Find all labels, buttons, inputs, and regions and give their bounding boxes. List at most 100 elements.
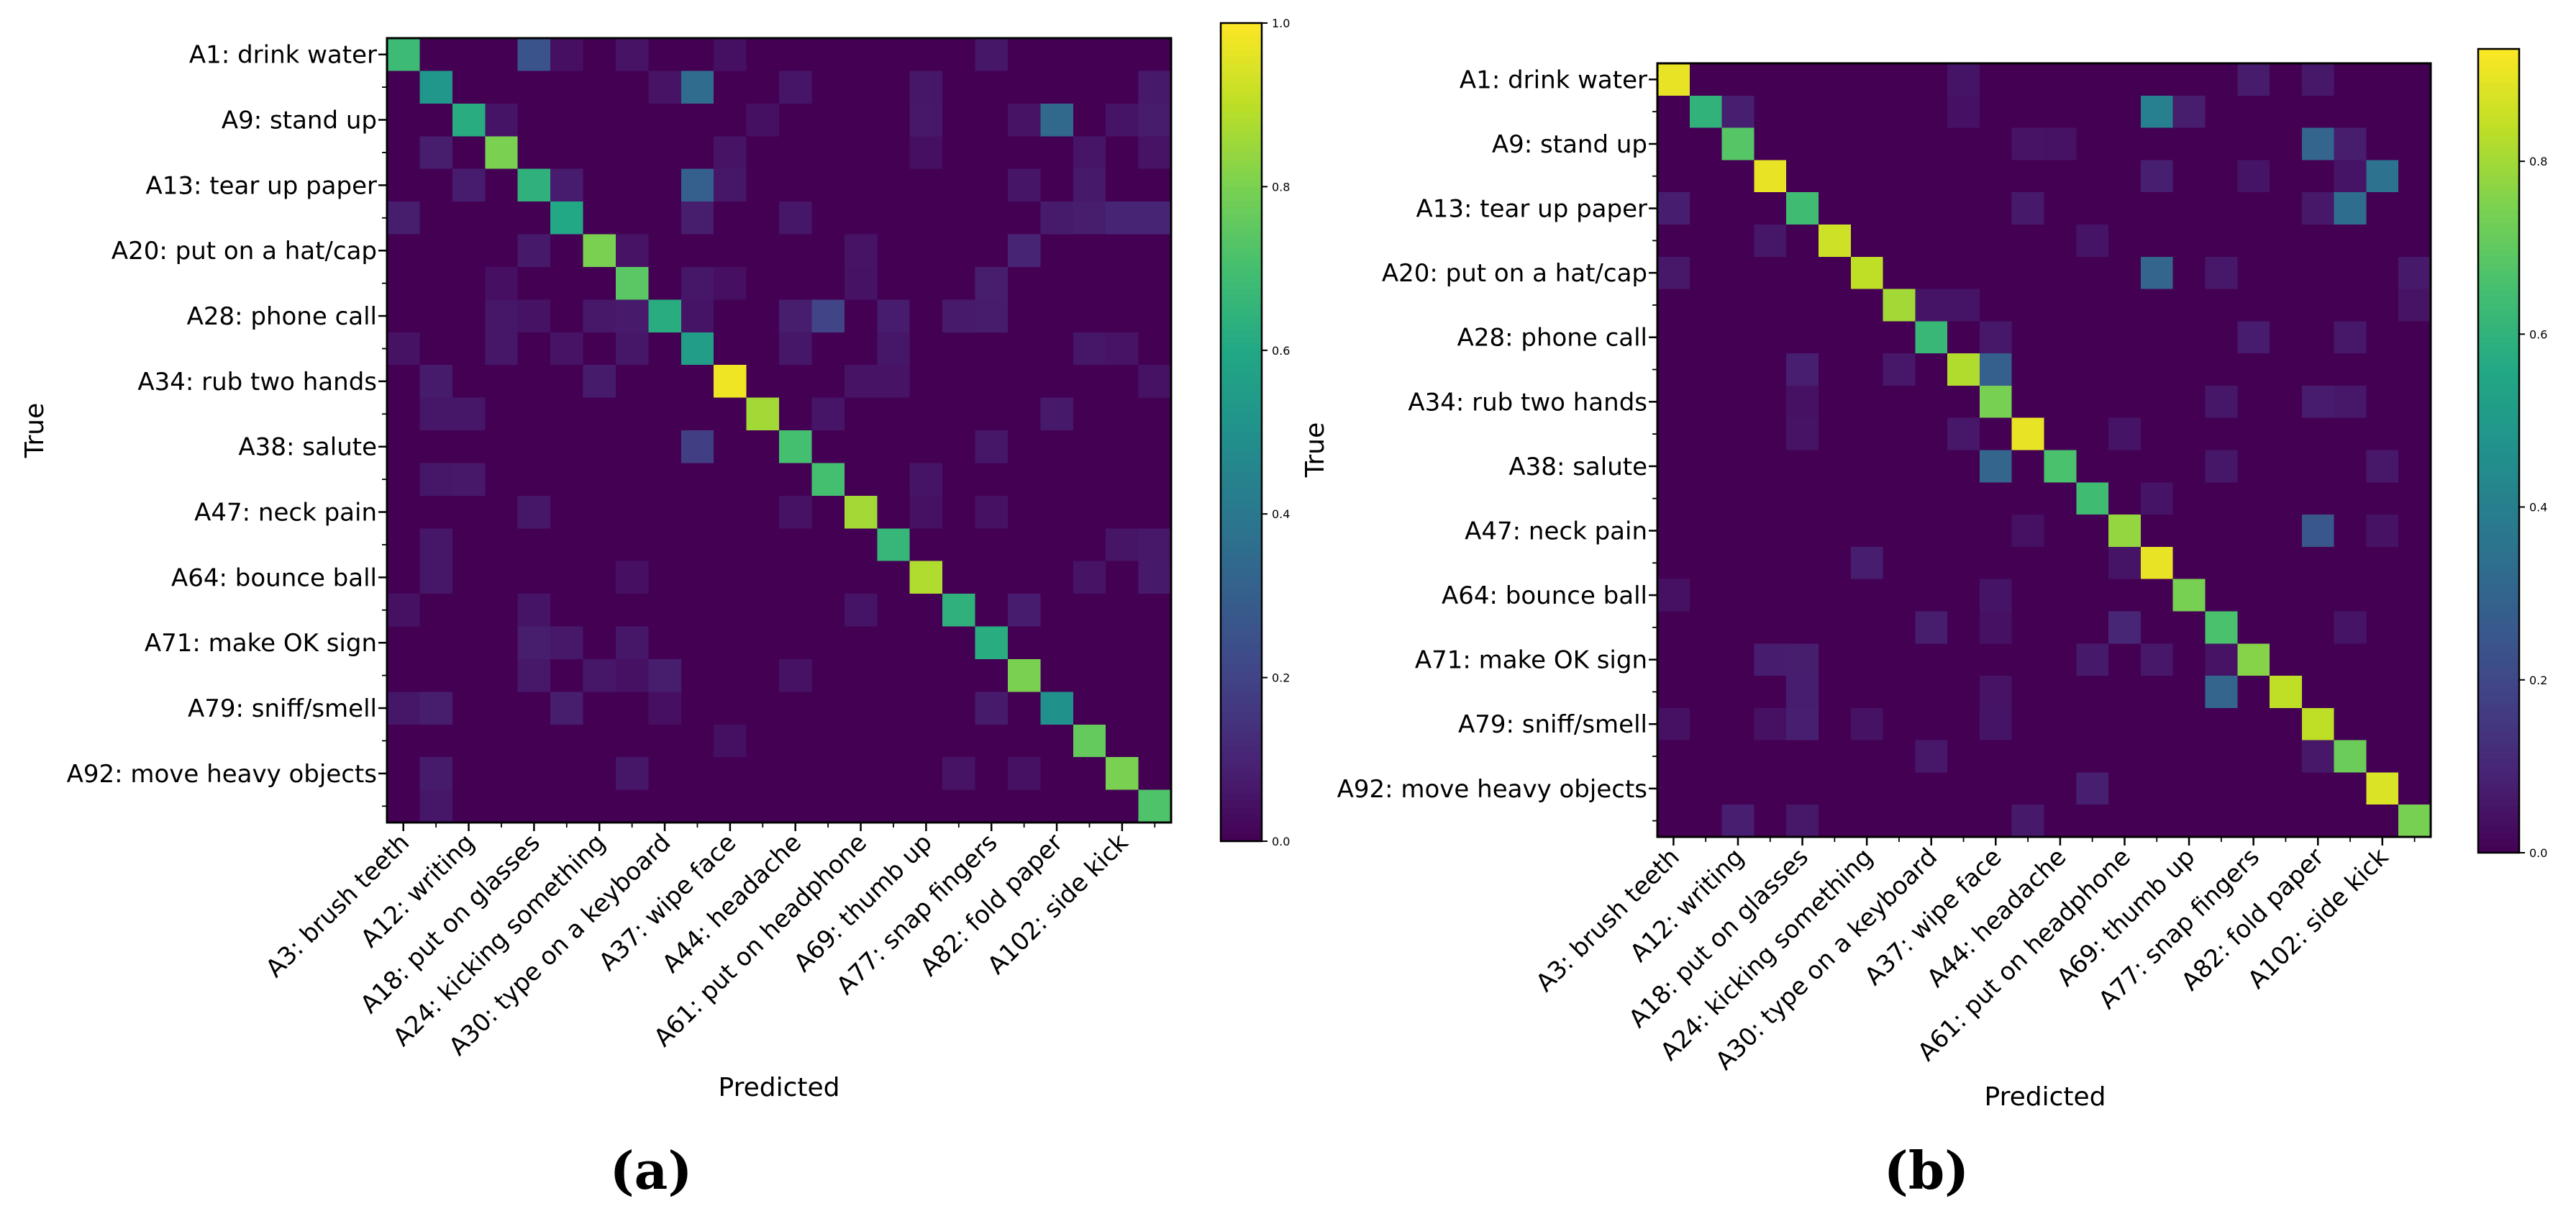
heatmap-cell-b (2398, 321, 2431, 354)
heatmap-cell-a (877, 168, 911, 202)
heatmap-cell-a (387, 594, 421, 627)
heatmap-cell-b (1915, 127, 1948, 160)
heatmap-cell-a (942, 658, 976, 692)
heatmap-cell-b (2205, 353, 2238, 386)
heatmap-cell-a (517, 463, 551, 497)
colorbar-strip-a (1221, 541, 1262, 549)
heatmap-cell-b (2140, 805, 2174, 838)
heatmap-cell-a (452, 365, 486, 399)
heatmap-cell-a (550, 430, 584, 464)
heatmap-cell-b (1979, 611, 2013, 644)
heatmap-cell-b (2076, 676, 2109, 709)
colorbar-strip-a (1221, 520, 1262, 528)
heatmap-cell-a (419, 397, 453, 431)
heatmap-cell-a (648, 658, 682, 692)
heatmap-cell-b (2398, 676, 2431, 709)
heatmap-cell-a (779, 168, 813, 202)
y-axis-title-a: True (20, 403, 50, 458)
heatmap-cell-a (1040, 168, 1074, 202)
heatmap-cell-b (1657, 192, 1690, 225)
heatmap-cell-a (387, 658, 421, 692)
heatmap-cell-a (779, 71, 813, 104)
heatmap-cell-b (1689, 579, 1723, 612)
heatmap-cell-b (1947, 805, 1980, 838)
colorbar-strip-b (2478, 772, 2519, 780)
heatmap-cell-b (2237, 95, 2270, 129)
heatmap-cell-b (2301, 256, 2335, 290)
colorbar-strip-a (1221, 227, 1262, 235)
heatmap-cell-a (1040, 495, 1074, 529)
heatmap-cell-a (1073, 397, 1106, 431)
heatmap-cell-b (2366, 289, 2399, 322)
colorbar-strip-a (1221, 425, 1262, 433)
heatmap-cell-b (2076, 95, 2109, 129)
heatmap-cell-a (452, 299, 486, 333)
heatmap-cell-a (844, 136, 878, 170)
heatmap-cell-a (1106, 201, 1139, 235)
heatmap-cell-b (2011, 482, 2045, 515)
heatmap-cell-b (2076, 643, 2109, 676)
heatmap-cell-a (1138, 430, 1172, 464)
heatmap-cell-b (2270, 256, 2303, 290)
heatmap-cell-b (1883, 160, 1916, 193)
colorbar-strip-b (2478, 511, 2519, 519)
colorbar-b: 0.0 0.2 0.4 0.6 0.8 (2477, 47, 2547, 860)
heatmap-cell-a (714, 430, 747, 464)
heatmap-cell-a (877, 430, 911, 464)
heatmap-cell-a (779, 430, 813, 464)
heatmap-cell-a (1007, 724, 1041, 758)
heatmap-cell-b (2334, 772, 2367, 805)
heatmap-cell-b (1754, 676, 1787, 709)
heatmap-cell-a (844, 594, 878, 627)
heatmap-cell-a (419, 103, 453, 137)
heatmap-cell-a (648, 528, 682, 562)
heatmap-cell-a (452, 201, 486, 235)
colorbar-strip-a (1221, 555, 1262, 563)
heatmap-cell-a (811, 495, 845, 529)
heatmap-cell-a (517, 594, 551, 627)
colorbar-strip-b (2478, 531, 2519, 539)
heatmap-cell-a (1007, 38, 1041, 72)
heatmap-cell-a (877, 103, 911, 137)
heatmap-cell-a (844, 266, 878, 300)
heatmap-cell-b (2172, 224, 2206, 258)
heatmap-cell-a (648, 789, 682, 823)
heatmap-cell-b (1754, 63, 1787, 96)
row-tick-label-a: A1: drink water (189, 41, 377, 70)
colorbar-strip-b (2478, 678, 2519, 686)
heatmap-cell-a (746, 103, 780, 137)
heatmap-cell-a (811, 789, 845, 823)
heatmap-cell-a (877, 658, 911, 692)
heatmap-cell-a (1106, 528, 1139, 562)
heatmap-cell-a (746, 692, 780, 725)
heatmap-cell-b (2205, 643, 2238, 676)
heatmap-cell-a (583, 757, 616, 791)
heatmap-cell-b (2366, 160, 2399, 193)
heatmap-cell-a (1106, 38, 1139, 72)
heatmap-cell-b (2205, 256, 2238, 290)
heatmap-cell-a (942, 430, 976, 464)
heatmap-cell-a (1007, 201, 1041, 235)
heatmap-cell-a (648, 71, 682, 104)
heatmap-cell-a (1007, 789, 1041, 823)
heatmap-cell-b (1754, 417, 1787, 451)
heatmap-cell-a (942, 528, 976, 562)
heatmap-cell-b (2366, 450, 2399, 483)
heatmap-cell-b (1850, 805, 1884, 838)
heatmap-cell-a (648, 594, 682, 627)
colorbar-strip-a (1221, 698, 1262, 706)
heatmap-cell-a (517, 234, 551, 268)
heatmap-cell-a (942, 757, 976, 791)
heatmap-cell-b (1689, 353, 1723, 386)
heatmap-cell-a (583, 430, 616, 464)
heatmap-cell-b (2334, 160, 2367, 193)
colorbar-strip-b (2478, 155, 2519, 164)
heatmap-cell-a (877, 724, 911, 758)
heatmap-cell-a (746, 430, 780, 464)
heatmap-cell-b (2205, 160, 2238, 193)
heatmap-cell-a (452, 103, 486, 137)
heatmap-cell-b (1883, 256, 1916, 290)
heatmap-cell-a (1040, 38, 1074, 72)
heatmap-cell-a (419, 561, 453, 594)
colorbar-strip-b (2478, 665, 2519, 673)
